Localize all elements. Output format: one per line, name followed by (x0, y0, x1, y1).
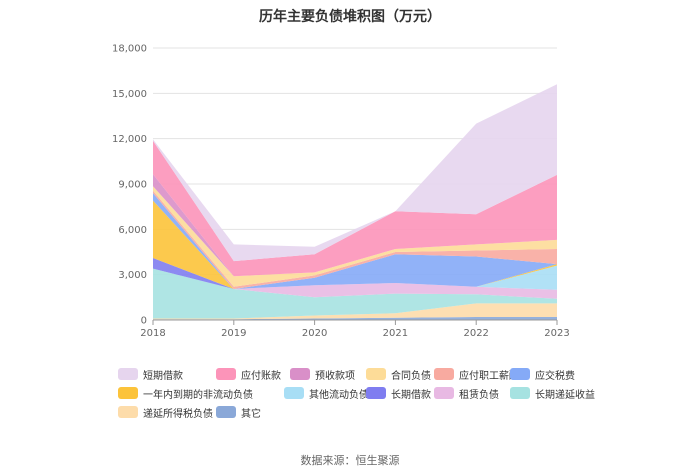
legend-label: 一年内到期的非流动负债 (143, 389, 253, 401)
x-tick-label: 2022 (463, 328, 488, 339)
legend-label: 递延所得税负债 (143, 408, 213, 420)
legend-swatch (290, 368, 310, 380)
legend-item[interactable]: 其它 (216, 404, 261, 420)
legend-swatch (216, 406, 236, 418)
legend-swatch (434, 387, 454, 399)
y-tick-label: 12,000 (112, 134, 147, 145)
x-tick-label: 2018 (140, 328, 165, 339)
legend-item[interactable]: 应交税费 (510, 366, 575, 382)
legend-label: 应付账款 (241, 370, 281, 382)
y-tick-label: 9,000 (118, 180, 147, 191)
x-tick-label: 2023 (544, 328, 569, 339)
legend-item[interactable]: 应付职工薪酬 (434, 366, 519, 382)
x-tick-label: 2019 (221, 328, 246, 339)
chart-title: 历年主要负债堆积图（万元） (259, 9, 441, 25)
legend-label: 短期借款 (143, 370, 183, 382)
y-tick-label: 3,000 (118, 270, 147, 281)
legend-item[interactable]: 长期递延收益 (510, 385, 595, 401)
area-series-1[interactable] (153, 140, 557, 277)
legend-item[interactable]: 递延所得税负债 (118, 404, 213, 420)
x-tick-label: 2020 (302, 328, 327, 339)
area-series-9[interactable] (153, 268, 557, 299)
area-series-0[interactable] (153, 84, 557, 262)
area-series-7[interactable] (153, 258, 557, 290)
legend-label: 预收款项 (315, 370, 355, 382)
legend-swatch (118, 368, 138, 380)
y-tick-label: 6,000 (118, 225, 147, 236)
legend-swatch (284, 387, 304, 399)
legend-item[interactable]: 应付账款 (216, 366, 281, 382)
legend-swatch (118, 406, 138, 418)
legend-swatch (118, 387, 138, 399)
legend-label: 其他流动负债 (309, 389, 369, 401)
area-series-11[interactable] (153, 303, 557, 320)
legend-swatch (366, 387, 386, 399)
source-note: 数据来源：恒生聚源 (300, 454, 400, 467)
legend-swatch (366, 368, 386, 380)
area-series-5[interactable] (153, 193, 557, 289)
legend-item[interactable]: 短期借款 (118, 366, 183, 382)
legend-swatch (510, 387, 530, 399)
legend-swatch (216, 368, 236, 380)
legend-label: 应交税费 (535, 370, 575, 382)
legend-item[interactable]: 合同负债 (366, 366, 431, 382)
legend-swatch (434, 368, 454, 380)
axis-layer: 0 3,000 6,000 9,000 12,000 15,000 18,000 2018 20… (112, 44, 570, 340)
y-tick-label: 0 (141, 316, 147, 327)
legend-label: 其它 (241, 408, 261, 420)
legend-swatch (510, 368, 530, 380)
y-tick-label: 18,000 (112, 44, 147, 55)
legend-label: 长期递延收益 (535, 389, 595, 401)
legend-label: 租赁负债 (459, 389, 499, 401)
legend-item[interactable]: 长期借款 (366, 385, 431, 401)
x-tick-label: 2021 (383, 328, 408, 339)
legend-label: 合同负债 (391, 370, 431, 382)
area-series-10[interactable] (153, 268, 557, 319)
legend-label: 应付职工薪酬 (459, 370, 519, 382)
legend-item[interactable]: 一年内到期的非流动负债 (118, 385, 253, 401)
legend-item[interactable]: 租赁负债 (434, 385, 499, 401)
area-layer (153, 84, 557, 320)
legend-item[interactable]: 其他流动负债 (284, 385, 369, 401)
legend-label: 长期借款 (391, 389, 431, 401)
legend-item[interactable]: 预收款项 (290, 366, 355, 382)
y-tick-label: 15,000 (112, 89, 147, 100)
area-series-12[interactable] (153, 317, 557, 320)
